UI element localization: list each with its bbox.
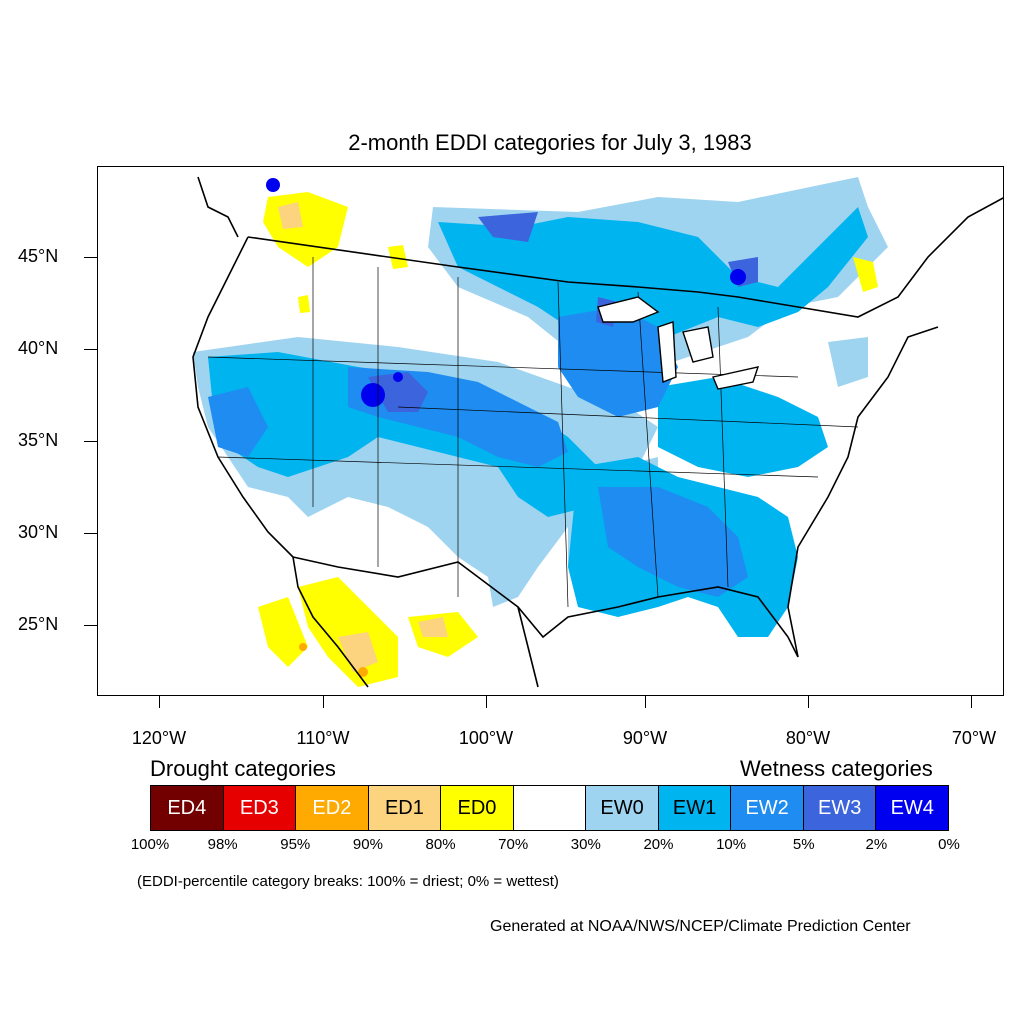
- lat-tick-mark: [84, 533, 97, 534]
- lon-tick-mark: [159, 696, 160, 708]
- legend-colorbar: ED4 ED3 ED2 ED1 ED0 EW0 EW1 EW2 EW3 EW4: [150, 785, 949, 831]
- percentile-label: 10%: [701, 836, 761, 853]
- lon-tick-mark: [645, 696, 646, 708]
- lon-tick-label: 70°W: [934, 728, 1014, 749]
- lon-tick-mark: [808, 696, 809, 708]
- percentile-label: 80%: [411, 836, 471, 853]
- lon-tick-mark: [323, 696, 324, 708]
- percentile-label: 100%: [120, 836, 180, 853]
- lat-tick-label: 45°N: [18, 246, 58, 267]
- credit-line: Generated at NOAA/NWS/NCEP/Climate Predi…: [490, 918, 911, 936]
- map-title: 2-month EDDI categories for July 3, 1983: [0, 130, 1024, 156]
- category-breaks-note: (EDDI-percentile category breaks: 100% =…: [137, 873, 559, 890]
- lat-tick-mark: [84, 349, 97, 350]
- percentile-label: 98%: [193, 836, 253, 853]
- legend-box: EW3: [804, 786, 877, 830]
- lon-tick-mark: [971, 696, 972, 708]
- lon-tick-label: 90°W: [605, 728, 685, 749]
- lat-tick-label: 30°N: [18, 522, 58, 543]
- percentile-label: 20%: [628, 836, 688, 853]
- legend-box: ED0: [441, 786, 514, 830]
- lat-tick-label: 35°N: [18, 430, 58, 451]
- lat-tick-mark: [84, 257, 97, 258]
- legend-box: EW4: [876, 786, 948, 830]
- percentile-label: 0%: [919, 836, 979, 853]
- lat-tick-mark: [84, 441, 97, 442]
- lon-tick-label: 80°W: [768, 728, 848, 749]
- lat-tick-mark: [84, 625, 97, 626]
- percentile-label: 2%: [846, 836, 906, 853]
- lon-tick-label: 110°W: [283, 728, 363, 749]
- legend-box: ED4: [151, 786, 224, 830]
- percentile-label: 90%: [338, 836, 398, 853]
- legend-box: EW2: [731, 786, 804, 830]
- legend-box: EW1: [659, 786, 732, 830]
- legend-box: ED1: [369, 786, 442, 830]
- percentile-label: 5%: [774, 836, 834, 853]
- lat-tick-label: 40°N: [18, 338, 58, 359]
- wetness-categories-heading: Wetness categories: [740, 756, 933, 782]
- lon-tick-mark: [486, 696, 487, 708]
- percentile-label: 30%: [556, 836, 616, 853]
- eddi-map: [98, 167, 1004, 696]
- legend-box: [514, 786, 587, 830]
- percentile-label: 70%: [483, 836, 543, 853]
- map-panel: [97, 166, 1004, 696]
- percentile-label: 95%: [265, 836, 325, 853]
- legend-box: EW0: [586, 786, 659, 830]
- lat-tick-label: 25°N: [18, 614, 58, 635]
- legend-box: ED3: [224, 786, 297, 830]
- lon-tick-label: 100°W: [446, 728, 526, 749]
- drought-categories-heading: Drought categories: [150, 756, 336, 782]
- lon-tick-label: 120°W: [119, 728, 199, 749]
- legend-box: ED2: [296, 786, 369, 830]
